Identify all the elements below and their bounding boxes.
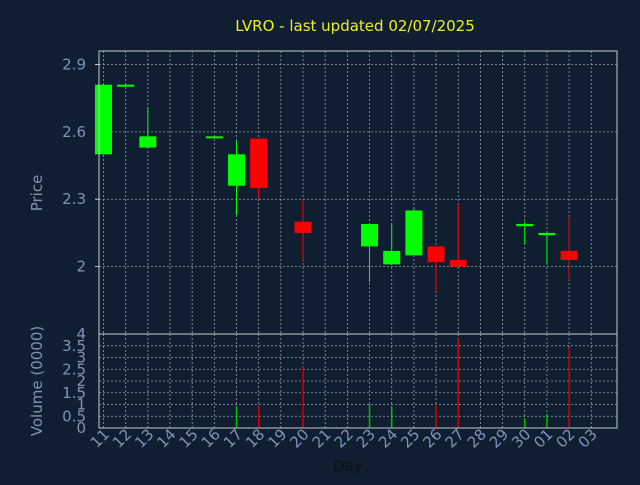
price-axis-title: Price bbox=[28, 175, 46, 212]
candle-body bbox=[139, 136, 156, 147]
candle-body bbox=[428, 246, 445, 262]
price-tick-label: 2.3 bbox=[62, 190, 86, 208]
candle-body bbox=[405, 210, 422, 255]
volume-bar bbox=[568, 348, 570, 428]
price-tick-label: 2.9 bbox=[62, 55, 86, 73]
candle-body bbox=[383, 251, 400, 264]
chart-title: LVRO - last updated 02/07/2025 bbox=[235, 17, 475, 35]
candle-body bbox=[450, 260, 467, 267]
candle-body bbox=[516, 224, 533, 226]
volume-bar bbox=[391, 407, 393, 428]
candle-body bbox=[206, 136, 223, 138]
candle-body bbox=[561, 251, 578, 260]
volume-bar bbox=[546, 414, 548, 428]
volume-tick-label: 4 bbox=[76, 325, 86, 343]
volume-bar bbox=[457, 339, 459, 428]
candle-body bbox=[295, 222, 312, 233]
candle-body bbox=[117, 85, 134, 87]
x-axis-title: Day bbox=[333, 457, 363, 475]
candle-body bbox=[538, 233, 555, 235]
volume-bar bbox=[369, 405, 371, 429]
candle-body bbox=[361, 224, 378, 246]
volume-bar bbox=[435, 405, 437, 429]
price-tick-label: 2 bbox=[76, 258, 86, 276]
volume-bar bbox=[258, 407, 260, 428]
volume-bar bbox=[524, 419, 526, 428]
volume-axis-title: Volume (0000) bbox=[28, 326, 46, 436]
price-tick-label: 2.6 bbox=[62, 123, 86, 141]
volume-bar bbox=[302, 367, 304, 428]
candle-body bbox=[95, 85, 112, 155]
candle-body bbox=[250, 139, 267, 188]
volume-bar bbox=[236, 407, 238, 428]
candle-body bbox=[228, 154, 245, 185]
